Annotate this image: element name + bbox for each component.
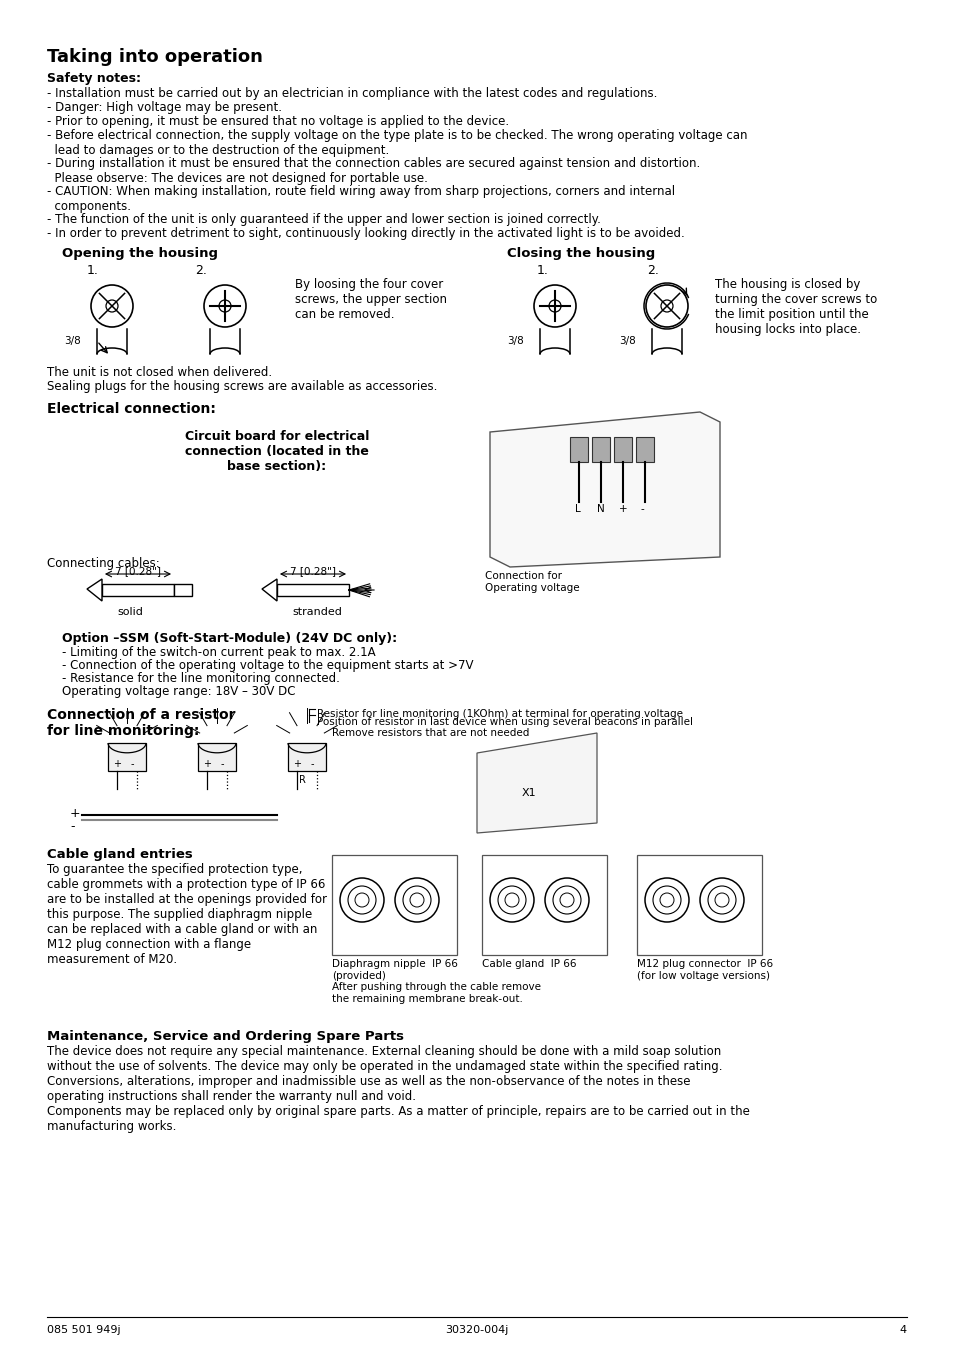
Text: Resistor for line monitoring (1KOhm) at terminal for operating voltage: Resistor for line monitoring (1KOhm) at … — [316, 709, 682, 719]
Text: The unit is not closed when delivered.: The unit is not closed when delivered. — [47, 366, 272, 380]
Bar — [569, 436, 587, 462]
Text: - Resistance for the line monitoring connected.: - Resistance for the line monitoring con… — [62, 671, 339, 685]
Bar — [636, 436, 654, 462]
Text: +: + — [203, 759, 211, 769]
Text: Opening the housing: Opening the housing — [62, 247, 218, 259]
Polygon shape — [262, 580, 276, 601]
Text: -: - — [70, 820, 74, 834]
Bar — [276, 584, 349, 596]
Text: - Danger: High voltage may be present.: - Danger: High voltage may be present. — [47, 101, 282, 113]
Text: - Installation must be carried out by an electrician in compliance with the late: - Installation must be carried out by an… — [47, 86, 657, 100]
Text: L: L — [575, 504, 580, 513]
Text: Safety notes:: Safety notes: — [47, 72, 141, 85]
Text: 30320-004j: 30320-004j — [445, 1325, 508, 1335]
Text: stranded: stranded — [292, 607, 341, 617]
Bar — [108, 743, 146, 771]
Text: -: - — [640, 504, 644, 513]
Text: Maintenance, Service and Ordering Spare Parts: Maintenance, Service and Ordering Spare … — [47, 1029, 403, 1043]
Text: Operating voltage range: 18V – 30V DC: Operating voltage range: 18V – 30V DC — [62, 685, 295, 698]
Text: +: + — [70, 807, 81, 820]
Bar — [637, 855, 761, 955]
Text: +: + — [112, 759, 121, 769]
Text: +: + — [293, 759, 301, 769]
Text: Position of resistor in last device when using several beacons in parallel: Position of resistor in last device when… — [316, 717, 692, 727]
Text: The housing is closed by
turning the cover screws to
the limit position until th: The housing is closed by turning the cov… — [714, 278, 877, 336]
Polygon shape — [173, 584, 192, 596]
Text: - Prior to opening, it must be ensured that no voltage is applied to the device.: - Prior to opening, it must be ensured t… — [47, 115, 509, 128]
Text: Cable gland  IP 66: Cable gland IP 66 — [481, 959, 576, 969]
Text: 3/8: 3/8 — [618, 336, 635, 346]
Text: The device does not require any special maintenance. External cleaning should be: The device does not require any special … — [47, 1046, 749, 1133]
Text: N: N — [597, 504, 604, 513]
Text: 3/8: 3/8 — [506, 336, 523, 346]
Text: -: - — [221, 759, 224, 769]
Bar — [481, 855, 606, 955]
Text: solid: solid — [117, 607, 143, 617]
Polygon shape — [476, 734, 597, 834]
Polygon shape — [490, 412, 720, 567]
Text: +: + — [618, 504, 627, 513]
Text: R: R — [298, 775, 306, 785]
Text: 2.: 2. — [194, 263, 207, 277]
Bar — [592, 436, 609, 462]
Text: 7 [0.28"]: 7 [0.28"] — [115, 566, 161, 576]
Text: - Limiting of the switch-on current peak to max. 2.1A: - Limiting of the switch-on current peak… — [62, 646, 375, 659]
Text: 4: 4 — [899, 1325, 906, 1335]
Text: - CAUTION: When making installation, route field wiring away from sharp projecti: - CAUTION: When making installation, rou… — [47, 185, 675, 213]
Text: Connection of a resistor
for line monitoring:: Connection of a resistor for line monito… — [47, 708, 235, 738]
Text: Closing the housing: Closing the housing — [506, 247, 655, 259]
Polygon shape — [87, 580, 102, 601]
Text: - Connection of the operating voltage to the equipment starts at >7V: - Connection of the operating voltage to… — [62, 659, 473, 671]
Bar — [332, 855, 456, 955]
Text: Option –SSM (Soft-Start-Module) (24V DC only):: Option –SSM (Soft-Start-Module) (24V DC … — [62, 632, 396, 644]
Text: Cable gland entries: Cable gland entries — [47, 848, 193, 861]
Text: By loosing the four cover
screws, the upper section
can be removed.: By loosing the four cover screws, the up… — [294, 278, 447, 322]
Text: X1: X1 — [521, 788, 536, 798]
Text: 7 [0.28"]: 7 [0.28"] — [290, 566, 335, 576]
Text: Sealing plugs for the housing screws are available as accessories.: Sealing plugs for the housing screws are… — [47, 380, 436, 393]
Text: Electrical connection:: Electrical connection: — [47, 403, 215, 416]
Text: - In order to prevent detriment to sight, continuously looking directly in the a: - In order to prevent detriment to sight… — [47, 227, 684, 240]
Text: Taking into operation: Taking into operation — [47, 49, 263, 66]
Text: To guarantee the specified protection type,
cable grommets with a protection typ: To guarantee the specified protection ty… — [47, 863, 327, 966]
Text: - The function of the unit is only guaranteed if the upper and lower section is : - The function of the unit is only guara… — [47, 213, 600, 226]
Text: -: - — [311, 759, 314, 769]
Text: - During installation it must be ensured that the connection cables are secured : - During installation it must be ensured… — [47, 157, 700, 185]
Text: 085 501 949j: 085 501 949j — [47, 1325, 120, 1335]
Text: Diaphragm nipple  IP 66
(provided)
After pushing through the cable remove
the re: Diaphragm nipple IP 66 (provided) After … — [332, 959, 540, 1004]
Text: Circuit board for electrical
connection (located in the
base section):: Circuit board for electrical connection … — [185, 430, 369, 473]
Text: M12 plug connector  IP 66
(for low voltage versions): M12 plug connector IP 66 (for low voltag… — [637, 959, 772, 981]
Text: Remove resistors that are not needed: Remove resistors that are not needed — [332, 728, 529, 738]
Text: - Before electrical connection, the supply voltage on the type plate is to be ch: - Before electrical connection, the supp… — [47, 128, 747, 157]
Text: 3/8: 3/8 — [64, 336, 81, 346]
Bar — [614, 436, 631, 462]
Bar — [102, 584, 173, 596]
Bar — [198, 743, 235, 771]
Text: 2.: 2. — [646, 263, 659, 277]
Text: Connecting cables:: Connecting cables: — [47, 557, 159, 570]
Text: 1.: 1. — [537, 263, 548, 277]
Text: -: - — [131, 759, 134, 769]
Text: Connection for
Operating voltage: Connection for Operating voltage — [484, 571, 579, 593]
Bar — [288, 743, 326, 771]
Text: 1.: 1. — [87, 263, 99, 277]
